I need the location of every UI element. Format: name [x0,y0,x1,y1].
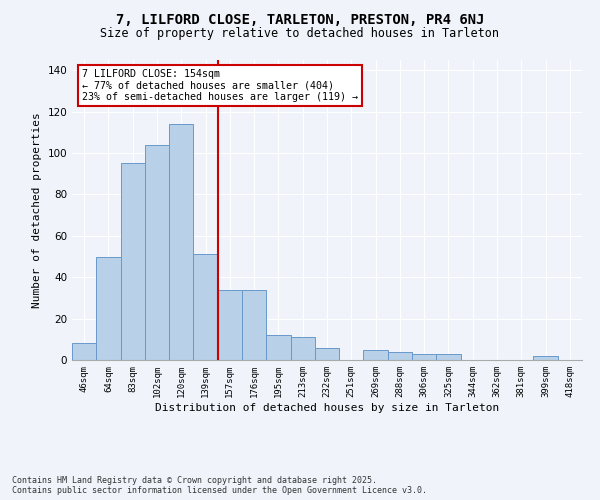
Text: Size of property relative to detached houses in Tarleton: Size of property relative to detached ho… [101,28,499,40]
Bar [96,256,121,360]
Text: Contains HM Land Registry data © Crown copyright and database right 2025.
Contai: Contains HM Land Registry data © Crown c… [12,476,427,495]
Bar [145,145,169,360]
Bar [388,352,412,360]
Bar [72,344,96,360]
Bar [315,348,339,360]
Bar [218,290,242,360]
Bar [364,350,388,360]
Y-axis label: Number of detached properties: Number of detached properties [32,112,42,308]
Bar [242,290,266,360]
Bar [266,335,290,360]
Bar [533,356,558,360]
X-axis label: Distribution of detached houses by size in Tarleton: Distribution of detached houses by size … [155,402,499,412]
Bar [121,164,145,360]
Bar [169,124,193,360]
Bar [290,337,315,360]
Text: 7 LILFORD CLOSE: 154sqm
← 77% of detached houses are smaller (404)
23% of semi-d: 7 LILFORD CLOSE: 154sqm ← 77% of detache… [82,69,358,102]
Bar [193,254,218,360]
Bar [436,354,461,360]
Text: 7, LILFORD CLOSE, TARLETON, PRESTON, PR4 6NJ: 7, LILFORD CLOSE, TARLETON, PRESTON, PR4… [116,12,484,26]
Bar [412,354,436,360]
